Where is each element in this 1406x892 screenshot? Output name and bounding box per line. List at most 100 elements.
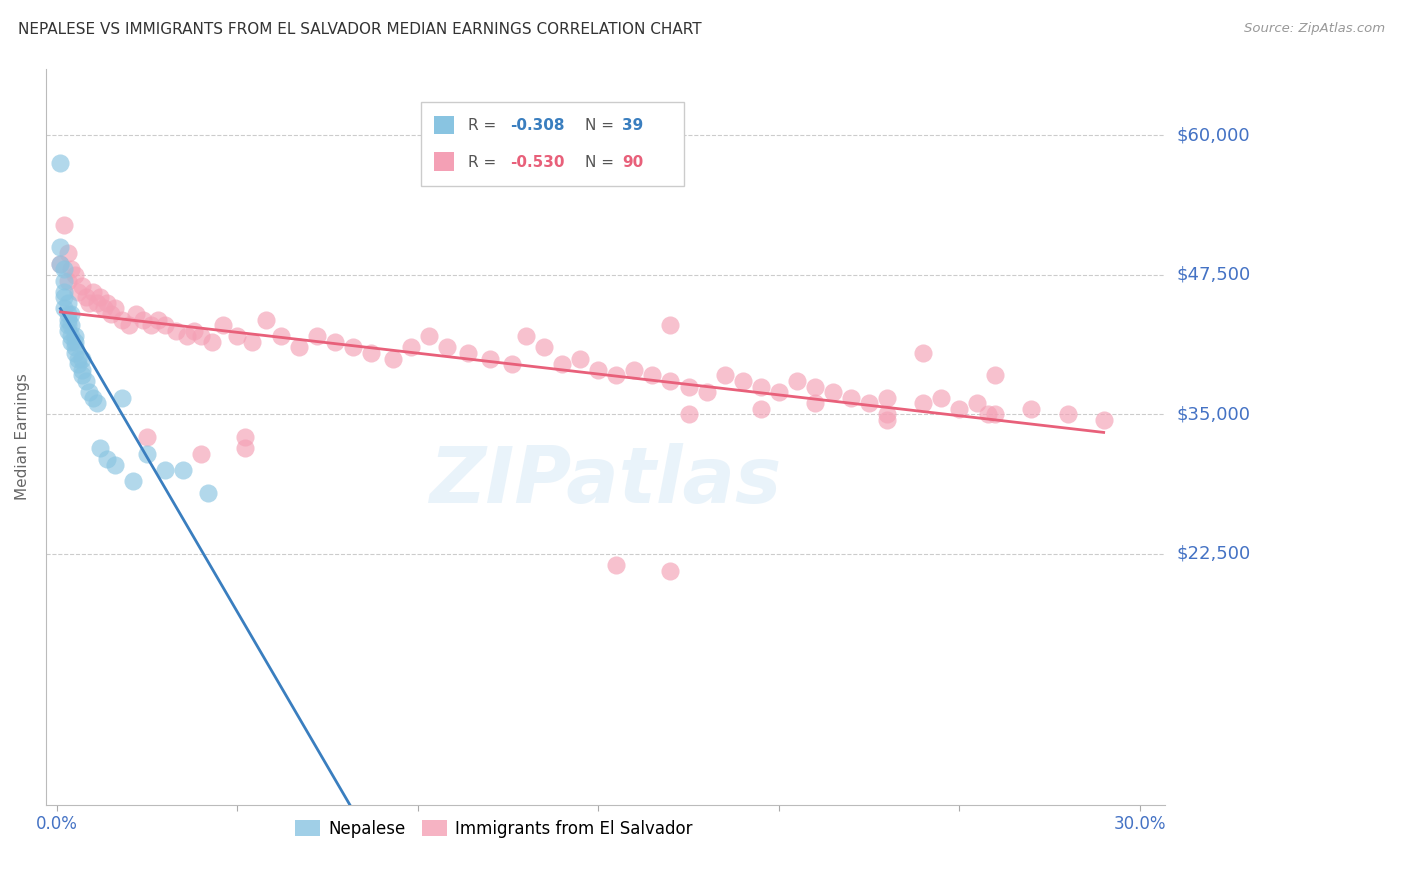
- Point: [49, 156, 72, 170]
- Point: [749, 379, 772, 393]
- Point: [457, 346, 479, 360]
- Point: [89, 290, 111, 304]
- Point: [70, 368, 93, 383]
- Point: [270, 329, 292, 343]
- Point: [75, 374, 97, 388]
- Point: [786, 374, 808, 388]
- Point: [305, 329, 328, 343]
- Point: [86, 296, 108, 310]
- Text: N =: N =: [585, 118, 619, 133]
- Point: [201, 334, 224, 349]
- Point: [768, 385, 790, 400]
- Point: [804, 396, 827, 410]
- Point: [233, 430, 256, 444]
- Point: [53, 218, 76, 232]
- Text: -0.530: -0.530: [510, 154, 565, 169]
- Text: Source: ZipAtlas.com: Source: ZipAtlas.com: [1244, 22, 1385, 36]
- Point: [569, 351, 592, 366]
- Point: [749, 401, 772, 416]
- Point: [678, 379, 700, 393]
- Point: [876, 408, 898, 422]
- Text: $60,000: $60,000: [1177, 127, 1250, 145]
- Legend: Nepalese, Immigrants from El Salvador: Nepalese, Immigrants from El Salvador: [288, 814, 699, 845]
- Point: [118, 318, 141, 333]
- Point: [49, 240, 72, 254]
- Point: [501, 357, 523, 371]
- Point: [103, 458, 125, 472]
- Point: [678, 408, 700, 422]
- Point: [240, 334, 263, 349]
- Point: [605, 558, 627, 573]
- Point: [53, 285, 76, 299]
- FancyBboxPatch shape: [420, 102, 683, 186]
- Point: [183, 324, 205, 338]
- Point: [103, 301, 125, 316]
- Point: [360, 346, 382, 360]
- Point: [1056, 408, 1078, 422]
- Point: [399, 341, 422, 355]
- Point: [63, 329, 86, 343]
- Point: [96, 296, 118, 310]
- Point: [60, 334, 83, 349]
- Point: [876, 391, 898, 405]
- Point: [53, 301, 76, 316]
- Text: N =: N =: [585, 154, 619, 169]
- Point: [605, 368, 627, 383]
- Point: [254, 312, 277, 326]
- Text: $47,500: $47,500: [1177, 266, 1250, 284]
- Point: [82, 391, 104, 405]
- Point: [984, 368, 1007, 383]
- Point: [1021, 401, 1043, 416]
- Point: [139, 318, 162, 333]
- Point: [53, 274, 76, 288]
- Point: [56, 312, 79, 326]
- Point: [49, 257, 72, 271]
- Point: [153, 318, 176, 333]
- Point: [912, 346, 935, 360]
- Point: [63, 346, 86, 360]
- Point: [176, 329, 198, 343]
- Point: [478, 351, 501, 366]
- Point: [876, 413, 898, 427]
- Point: [70, 279, 93, 293]
- Point: [56, 318, 79, 333]
- Point: [56, 245, 79, 260]
- Text: $35,000: $35,000: [1177, 406, 1250, 424]
- Point: [515, 329, 537, 343]
- Point: [121, 475, 143, 489]
- Point: [929, 391, 952, 405]
- Point: [1092, 413, 1115, 427]
- Point: [63, 268, 86, 282]
- Point: [136, 446, 159, 460]
- FancyBboxPatch shape: [434, 115, 454, 134]
- Text: -0.308: -0.308: [510, 118, 565, 133]
- Point: [60, 262, 83, 277]
- Point: [984, 408, 1007, 422]
- Point: [82, 285, 104, 299]
- Point: [533, 341, 555, 355]
- Point: [63, 334, 86, 349]
- Point: [165, 324, 187, 338]
- Point: [233, 441, 256, 455]
- Point: [172, 463, 194, 477]
- Point: [804, 379, 827, 393]
- Point: [190, 329, 212, 343]
- Point: [197, 485, 219, 500]
- Point: [659, 318, 682, 333]
- Point: [436, 341, 458, 355]
- Point: [146, 312, 169, 326]
- Text: R =: R =: [468, 154, 501, 169]
- Point: [53, 290, 76, 304]
- Point: [731, 374, 754, 388]
- Point: [132, 312, 155, 326]
- Point: [588, 363, 610, 377]
- Point: [89, 441, 111, 455]
- Point: [153, 463, 176, 477]
- Point: [125, 307, 148, 321]
- Point: [948, 401, 970, 416]
- Point: [821, 385, 844, 400]
- Text: $22,500: $22,500: [1177, 545, 1250, 563]
- Text: 90: 90: [623, 154, 644, 169]
- Point: [226, 329, 249, 343]
- Point: [67, 285, 90, 299]
